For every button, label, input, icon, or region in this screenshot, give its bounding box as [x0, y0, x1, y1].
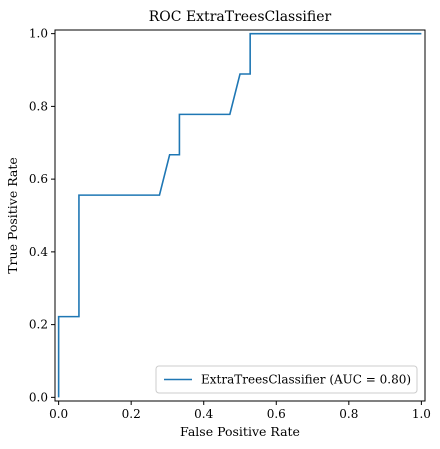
- x-tick-label: 0.2: [122, 407, 141, 421]
- x-tick-label: 0.6: [267, 407, 286, 421]
- legend-box: [155, 365, 418, 394]
- series-layer: [57, 32, 422, 398]
- x-tick-label: 0.0: [49, 407, 68, 421]
- plot-area: [54, 29, 426, 402]
- y-tick-label: 0.2: [29, 318, 48, 332]
- y-tick-label: 0.4: [29, 245, 48, 259]
- y-tick-label: 0.6: [29, 172, 48, 186]
- axis-ticks: 0.0 0.2 0.4 0.6 0.8 1.0 0.0 0.2 0.4 0.6 0.8 1.0: [29, 27, 431, 421]
- x-tick-label: 1.0: [412, 407, 431, 421]
- y-tick-label: 0.8: [29, 99, 48, 113]
- y-axis-label: True Positive Rate: [5, 157, 20, 274]
- y-tick-label: 1.0: [29, 27, 48, 41]
- x-tick-label: 0.4: [194, 407, 213, 421]
- chart-title: ROC ExtraTreesClassifier: [149, 9, 332, 25]
- legend-label: ExtraTreesClassifier (AUC = 0.80): [201, 373, 411, 387]
- x-tick-label: 0.8: [339, 407, 358, 421]
- y-tick-label: 0.0: [29, 390, 48, 404]
- axes-frame: [54, 29, 426, 402]
- x-axis-label: False Positive Rate: [180, 424, 300, 439]
- legend: ExtraTreesClassifier (AUC = 0.80): [155, 365, 418, 394]
- roc-curve: [57, 32, 422, 398]
